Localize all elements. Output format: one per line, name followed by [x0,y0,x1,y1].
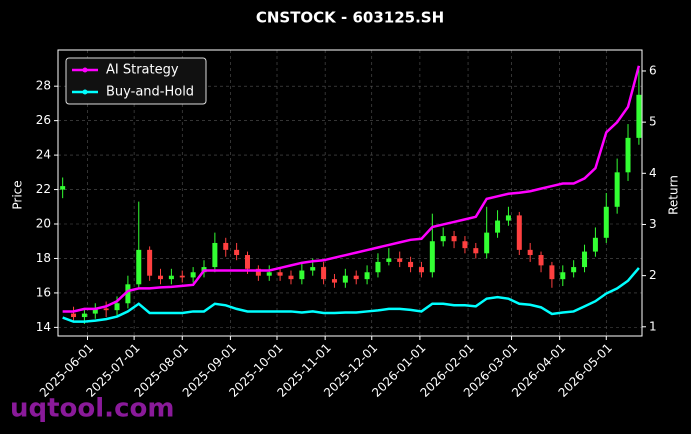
candle-body [614,172,620,207]
candle-body [321,267,327,280]
candle-body [440,236,446,242]
candle-body [397,258,403,262]
y2-axis-label: Return [667,175,681,215]
candle-body [255,268,261,276]
candle-body [299,270,305,280]
candle-body [375,261,381,273]
candle-body [516,215,522,250]
series-line [62,65,641,313]
legend: AI Strategy Buy-and-Hold [65,57,207,105]
plot-area [58,50,642,336]
candle-body [103,308,109,311]
candle-body [212,242,218,268]
candle-body [473,248,479,254]
candle-body [418,267,424,273]
y-tick-label: 22 [36,182,51,196]
candle-body [495,220,501,233]
candle-body [386,258,392,262]
candle-body [223,242,229,250]
y-tick-label: 28 [36,79,51,93]
candle-body [71,313,77,318]
candle-body [92,308,98,314]
candle-body [60,186,66,190]
candle-body [560,272,566,280]
candle-body [342,275,348,283]
candle-body [625,137,631,173]
y2-tick-label: 1 [649,319,657,333]
candle-body [168,275,174,280]
candle-body [527,249,533,256]
candle-body [603,206,609,238]
plot-frame [57,49,643,337]
candle-body [114,303,120,311]
candle-body [136,249,142,285]
candle-body [429,241,435,273]
candle-body [190,272,196,278]
y-tick-label: 16 [36,285,51,299]
y2-tick-label: 2 [649,268,657,282]
candle-body [364,272,370,280]
y2-tick-label: 4 [649,166,657,180]
y-tick-label: 14 [36,320,51,334]
y-axis-label: Price [11,180,25,209]
y-tick-label: 26 [36,113,51,127]
candle-body [549,265,555,280]
candle-body [636,94,642,138]
candle-body [277,272,283,276]
candle-body [538,255,544,266]
candle-body [571,267,577,273]
y2-tick-label: 6 [649,63,657,77]
chart-title: CNSTOCK - 603125.SH [256,9,444,27]
y-tick-label: 18 [36,251,51,265]
candle-body [592,237,598,252]
candle-body [125,284,131,304]
candle-body [266,272,272,276]
candle-body [234,249,240,256]
legend-marker [82,67,88,73]
candle-body [451,236,457,242]
y2-tick-label: 5 [649,115,657,129]
candle-body [81,313,87,318]
candle-body [582,251,588,268]
y2-tick-label: 3 [649,217,657,231]
legend-box [65,57,207,105]
candle-body [158,275,164,280]
y-tick-label: 24 [36,148,51,162]
legend-label: Buy-and-Hold [106,85,194,100]
candle-body [147,249,153,276]
legend-marker [82,89,88,95]
candle-body [505,215,511,221]
candle-body [462,241,468,249]
legend-label: AI Strategy [106,63,179,78]
candle-body [288,275,294,280]
candle-body [179,275,185,278]
watermark: uqtool.com [10,394,174,424]
y-tick-label: 20 [36,217,51,231]
candle-body [484,232,490,254]
candle-body [244,255,250,269]
candle-body [310,267,316,271]
candle-body [408,261,414,268]
series-line [62,267,640,323]
candle-body [353,275,359,280]
candle-body [331,279,337,283]
